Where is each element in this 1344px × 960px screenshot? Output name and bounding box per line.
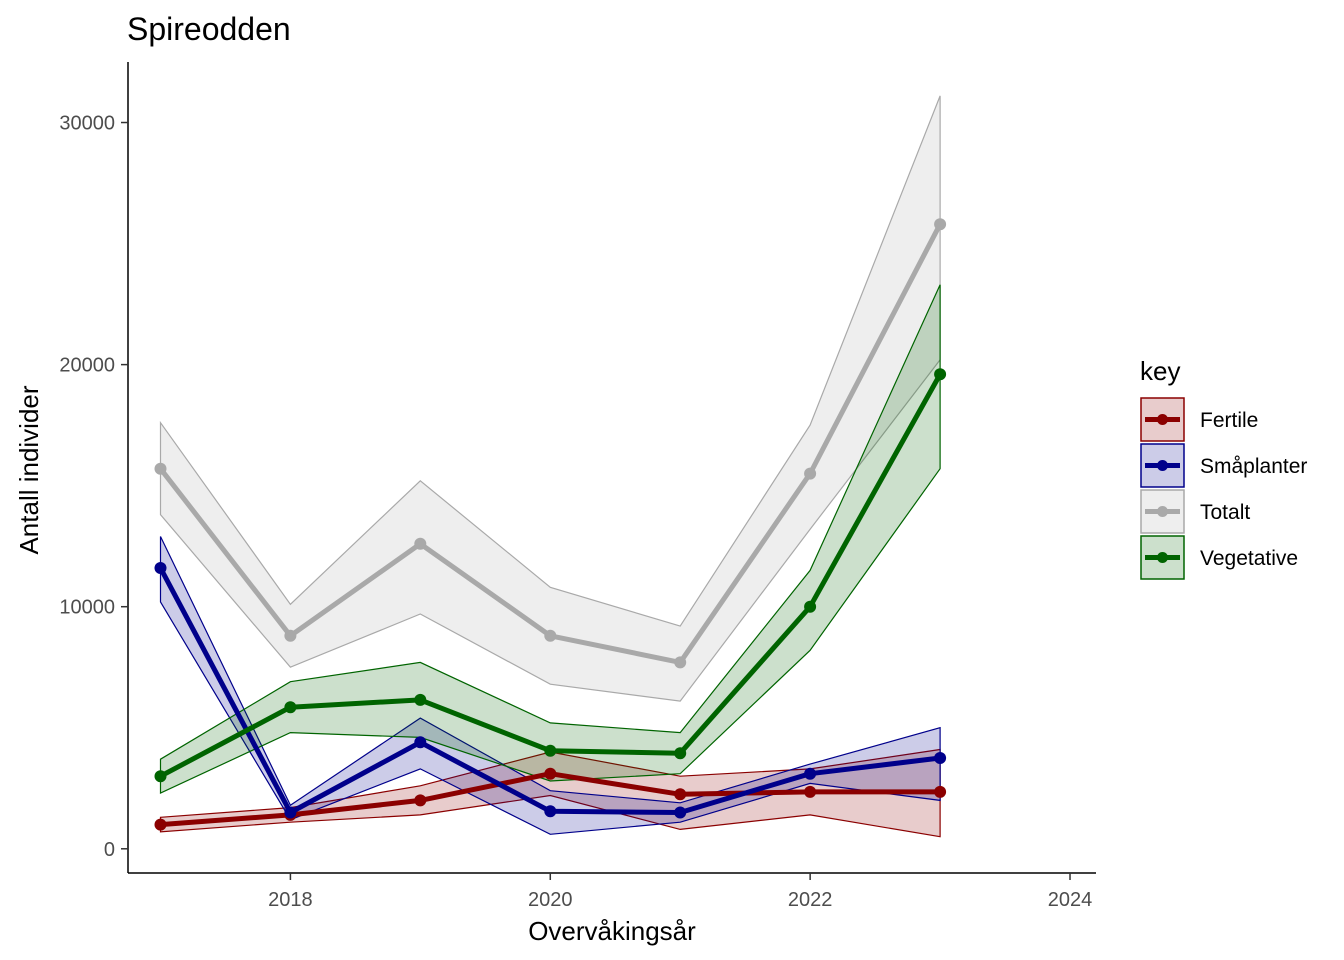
legend-item-smaplanter: Småplanter [1140, 443, 1307, 488]
confidence-bands [159, 95, 941, 838]
point-smaplanter-2021 [674, 806, 687, 819]
legend-point-fertile [1157, 414, 1168, 425]
point-fertile-2020 [544, 767, 557, 780]
x-axis-title: Overvåkingsår [528, 916, 696, 946]
legend-items: Fertile Småplanter Totalt Vegetative [1140, 397, 1307, 580]
point-vegetative-2023 [934, 368, 947, 381]
legend-title: key [1140, 356, 1180, 386]
y-tick-label-10000: 10000 [59, 597, 115, 619]
point-vegetative-2017 [154, 770, 167, 783]
legend-point-smaplanter [1157, 460, 1168, 471]
point-fertile-2019 [414, 794, 427, 807]
band-fertile [159, 748, 941, 838]
point-fertile-2022 [804, 785, 817, 798]
point-totalt-2023 [934, 218, 947, 231]
legend-label-fertile: Fertile [1200, 409, 1258, 432]
legend-label-smaplanter: Småplanter [1200, 455, 1307, 478]
point-vegetative-2022 [804, 600, 817, 613]
point-totalt-2017 [154, 462, 167, 475]
point-totalt-2021 [674, 656, 687, 669]
legend-label-totalt: Totalt [1200, 501, 1250, 524]
x-tick-label-2018: 2018 [268, 889, 313, 911]
point-fertile-2017 [154, 818, 167, 831]
series-points [154, 218, 947, 831]
point-vegetative-2020 [544, 744, 557, 757]
legend: key Fertile Småplanter Totalt Vegetative [1140, 356, 1307, 580]
y-axis-title: Antall individer [14, 385, 44, 554]
chart-title: Spireodden [127, 11, 291, 47]
x-tick-label-2022: 2022 [788, 889, 833, 911]
point-vegetative-2019 [414, 693, 427, 706]
legend-item-totalt: Totalt [1140, 489, 1250, 534]
point-vegetative-2018 [284, 701, 297, 714]
point-totalt-2018 [284, 629, 297, 642]
point-smaplanter-2018 [284, 806, 297, 819]
y-tick-label-20000: 20000 [59, 355, 115, 377]
point-fertile-2021 [674, 788, 687, 801]
x-tick-label-2024: 2024 [1048, 889, 1093, 911]
point-smaplanter-2022 [804, 767, 817, 780]
point-smaplanter-2019 [414, 736, 427, 749]
legend-item-vegetative: Vegetative [1140, 535, 1298, 580]
band-vegetative [159, 284, 941, 795]
point-smaplanter-2023 [934, 752, 947, 764]
point-smaplanter-2020 [544, 805, 557, 818]
axes: 2018 2020 2022 2024 0 10000 20000 30000 [59, 62, 1096, 911]
y-tick-label-0: 0 [104, 839, 115, 861]
band-smaplanter [159, 536, 941, 835]
legend-point-vegetative [1157, 552, 1168, 563]
legend-item-fertile: Fertile [1140, 397, 1258, 442]
point-totalt-2019 [414, 537, 427, 550]
y-tick-label-30000: 30000 [59, 113, 115, 135]
point-smaplanter-2017 [154, 562, 167, 574]
x-tick-label-2020: 2020 [528, 889, 573, 911]
point-fertile-2023 [934, 785, 947, 798]
point-totalt-2022 [804, 467, 817, 480]
legend-label-vegetative: Vegetative [1200, 547, 1298, 570]
legend-point-totalt [1157, 506, 1168, 517]
point-vegetative-2021 [674, 747, 687, 760]
point-totalt-2020 [544, 629, 557, 642]
